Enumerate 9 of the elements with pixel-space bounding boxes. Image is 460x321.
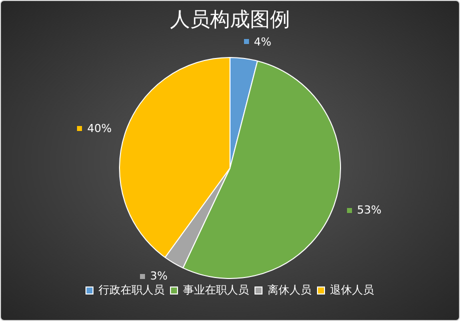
data-label: 53% bbox=[357, 204, 382, 217]
legend-label: 离休人员 bbox=[268, 283, 312, 296]
data-label: 40% bbox=[87, 122, 112, 135]
data-label: 4% bbox=[254, 35, 272, 48]
legend-label: 事业在职人员 bbox=[183, 283, 249, 296]
legend-label: 行政在职人员 bbox=[98, 283, 164, 296]
data-label: 3% bbox=[150, 270, 168, 283]
chart-title: 人员构成图例 bbox=[170, 7, 290, 32]
legend-label: 退休人员 bbox=[330, 283, 374, 296]
